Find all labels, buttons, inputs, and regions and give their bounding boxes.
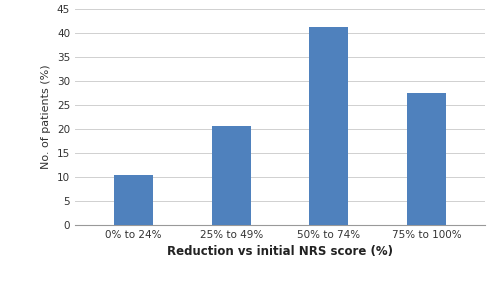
Bar: [407, 93, 446, 225]
Y-axis label: No. of patients (%): No. of patients (%): [42, 64, 51, 169]
Bar: [212, 126, 250, 225]
Bar: [310, 27, 348, 225]
Bar: [114, 175, 153, 225]
X-axis label: Reduction vs initial NRS score (%): Reduction vs initial NRS score (%): [167, 245, 393, 258]
